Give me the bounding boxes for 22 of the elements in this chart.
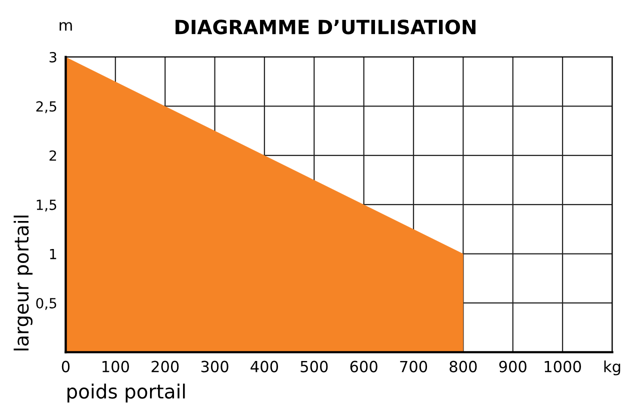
x-tick-label: 600 (350, 360, 378, 372)
x-tick-label: 100 (102, 360, 129, 372)
x-tick-label: kg (604, 360, 620, 376)
chart-title: DIAGRAMME D’UTILISATION (176, 20, 476, 34)
x-tick-label: 1000 (544, 360, 581, 372)
x-tick-label: 0 (62, 360, 70, 372)
y-tick-label: 2 (50, 150, 56, 161)
y-tick-label: 0,5 (36, 298, 56, 310)
x-tick-label: 500 (300, 360, 328, 372)
x-tick-label: 700 (400, 360, 428, 372)
x-tick-label: 200 (152, 360, 179, 372)
y-axis-title: largeur portail (14, 216, 33, 350)
x-tick-label: 300 (201, 360, 228, 372)
x-axis-title: poids portail (67, 384, 185, 402)
x-tick-label: 900 (499, 360, 526, 372)
y-tick-label: 2,5 (36, 101, 56, 114)
y-tick-label: 1,5 (36, 200, 56, 212)
y-tick-label: 3 (50, 52, 56, 62)
text: m (60, 22, 72, 31)
y-tick-label: 1 (50, 248, 56, 260)
x-tick-label: 800 (450, 360, 477, 372)
x-tick-label: 400 (250, 360, 278, 372)
